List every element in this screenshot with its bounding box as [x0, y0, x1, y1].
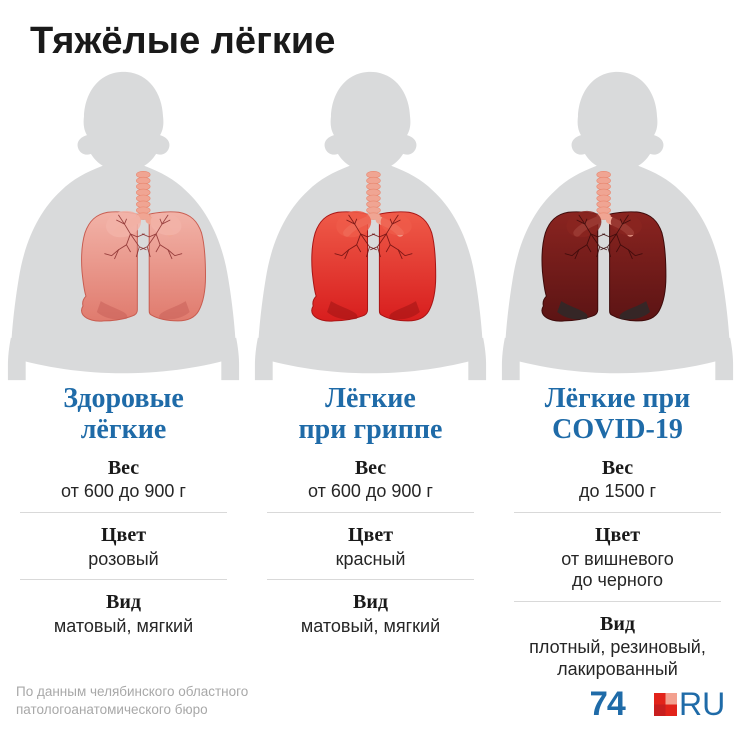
- svg-text:74: 74: [591, 686, 626, 722]
- svg-text:RU: RU: [679, 686, 725, 722]
